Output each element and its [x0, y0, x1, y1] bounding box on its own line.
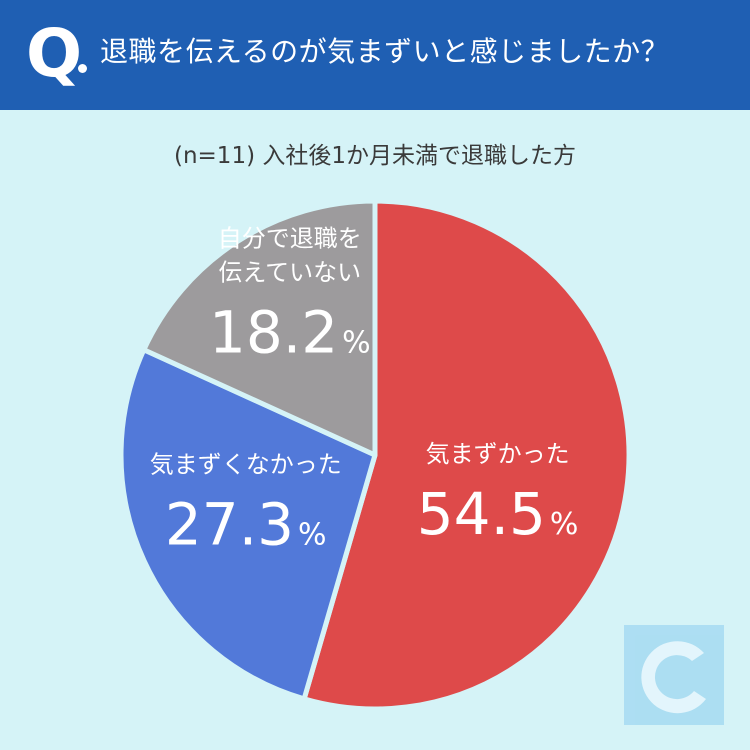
slice-percent-label: 27.3% [165, 490, 327, 558]
q-dot [78, 64, 87, 73]
question-text: 退職を伝えるのが気まずいと感じましたか？ [100, 35, 670, 68]
slice-category-label: 気まずくなかった [150, 450, 342, 478]
slice-category-label: 伝えていない [218, 259, 361, 287]
slice-category-label: 自分で退職を [218, 225, 362, 253]
pie-slice-2 [141, 198, 378, 458]
c-logo-mark [641, 641, 706, 714]
pie-slice-1 [118, 347, 378, 702]
q-mark: Q [26, 15, 83, 92]
sample-size-subtitle: (n=11) 入社後1か月未満で退職した方 [173, 143, 576, 169]
pie-slices [118, 198, 632, 712]
question-header: Q 退職を伝えるのが気まずいと感じましたか？ [0, 0, 750, 110]
c-logo-icon [624, 625, 724, 725]
pie-slice-0 [301, 198, 632, 712]
slice-percent-label: 18.2% [209, 299, 371, 367]
slice-category-label: 気まずかった [426, 440, 570, 468]
slice-percent-label: 54.5% [417, 480, 579, 548]
